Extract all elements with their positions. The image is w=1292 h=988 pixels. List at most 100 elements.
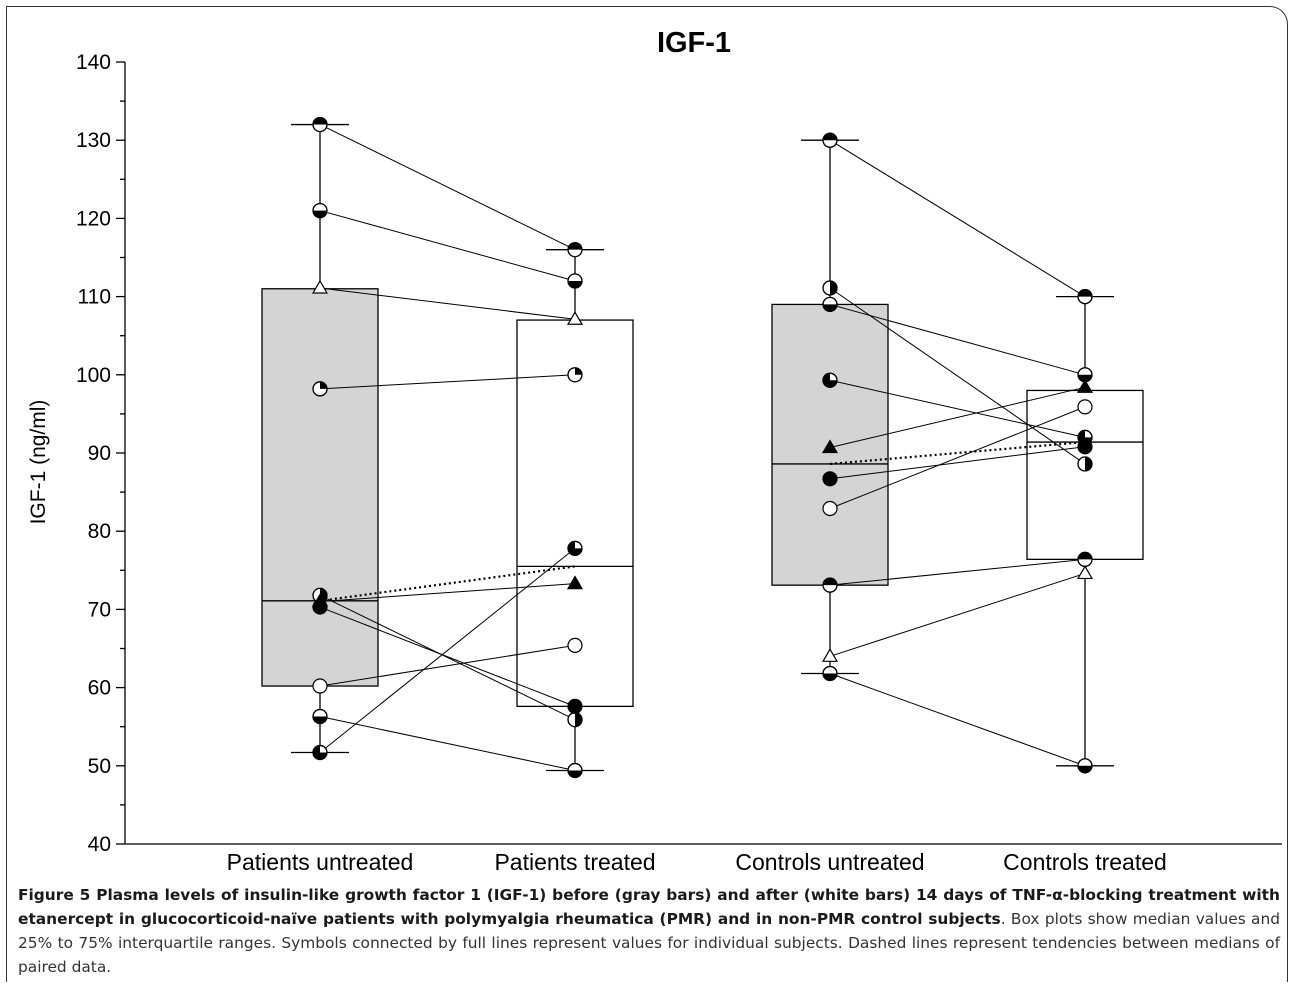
x-category-label: Controls untreated [735,849,924,875]
circle-outline [822,280,838,296]
circle-marker [567,637,583,653]
circle-marker [312,678,328,694]
subject-point [567,698,583,714]
symbol-fill [313,716,327,724]
symbol-fill [823,673,838,681]
subject-line [319,594,576,721]
symbol-fill [823,304,838,312]
y-tick-label: 60 [88,677,111,700]
circle-outline [822,372,838,388]
symbol-fill [823,578,837,586]
symbol-fill [823,133,837,141]
subject-line [319,374,576,390]
subject-point [822,577,838,593]
symbol-fill [1078,289,1092,297]
igf1-box-plot: IGF-1 IGF-1 (ng/ml) 40 50 60 70 80 90 100 110 12… [27,27,1282,875]
symbol-fill [1078,552,1092,560]
subject-point [1077,551,1093,567]
box-iqr [261,288,379,687]
subject-line [829,386,1086,449]
caption-bold: Figure 5 Plasma levels of insulin-like g… [18,886,1280,928]
subject-line [829,303,1086,376]
symbol-fill [1078,765,1092,773]
subject-point [822,372,838,388]
subject-point [1077,456,1093,472]
subject-point [822,500,838,517]
circle-outline [567,242,583,258]
triangle-marker [1076,565,1094,580]
subject-point [1076,565,1094,580]
subject-point [822,296,838,313]
subject-point [567,712,583,728]
symbol-fill [313,745,327,760]
category-labels: Patients untreated Patients treated Contro… [227,849,1167,875]
circle-marker [1077,399,1093,415]
y-tick-label: 90 [88,442,111,465]
circle-marker [822,471,838,487]
subject-point [312,678,328,694]
subject-point [567,540,583,557]
subject-point [312,744,328,761]
x-category-label: Patients treated [494,849,655,875]
symbol-fill [575,712,582,727]
circle-marker [822,500,838,517]
subject-point [1077,758,1093,774]
subject-line [829,673,1086,767]
subject-point [822,280,838,296]
subject-point [312,116,328,133]
circle-marker [1077,439,1093,455]
subject-line [829,446,1086,480]
subject-point [821,439,839,454]
circle-outline [567,273,583,289]
symbol-fill [568,541,582,556]
subject-line [319,548,576,753]
subject-point [312,708,328,725]
subject-point [567,273,583,289]
y-tick-label: 40 [88,833,111,856]
subject-line [829,139,1086,298]
subject-line [319,716,576,771]
caption-rest: . Box plots show median values and 25% t… [18,910,1280,976]
y-tick-label: 140 [76,51,111,74]
subject-line [319,210,576,282]
subject-point [1077,399,1093,415]
y-tick-label: 50 [88,755,111,778]
median-trend-lines [319,440,1086,602]
symbol-fill [313,210,327,218]
circle-outline [822,132,838,148]
circle-outline [567,762,583,779]
circle-outline [1077,289,1093,305]
symbol-fill [830,280,838,295]
circle-outline [822,296,838,313]
y-tick-label: 110 [78,286,111,309]
symbol-fill [568,770,582,778]
subject-point [311,279,329,294]
subject-line [319,124,576,251]
triangle-marker [311,279,329,294]
subject-line [829,379,1086,438]
subject-point [566,575,584,590]
y-tick-label: 100 [76,364,111,387]
circle-marker [312,599,328,615]
symbol-fill [1085,456,1092,471]
subject-point [567,637,583,653]
symbol-fill [575,367,582,375]
circle-outline [822,577,838,593]
subject-point [566,311,584,325]
chart-title: IGF-1 [657,27,731,59]
circle-outline [567,367,583,383]
subject-line [829,406,1086,509]
y-axis-label: IGF-1 (ng/ml) [27,400,50,525]
subject-point [822,665,838,682]
circle-outline [312,708,328,725]
axes: 40 50 60 70 80 90 100 110 120 130 140 [76,51,1282,856]
symbol-fill [313,117,327,125]
triangle-marker [821,439,839,454]
subject-line [319,287,576,320]
y-tick-label: 120 [76,207,111,230]
subject-line [829,287,1086,465]
box-iqr [1026,389,1144,561]
subject-point [312,202,328,219]
symbol-fill [320,381,327,389]
circle-outline [312,202,328,219]
